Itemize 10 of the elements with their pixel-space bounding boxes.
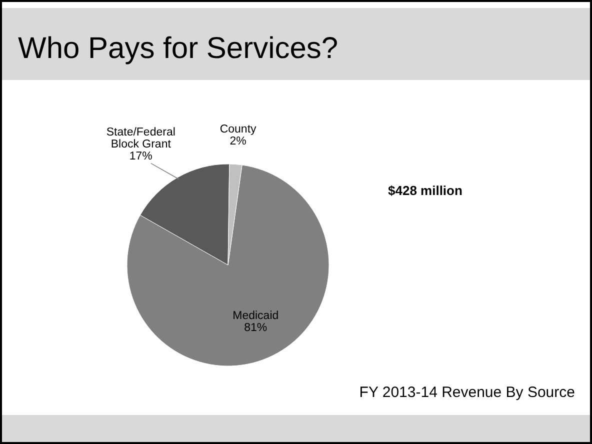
text: FY 2013-14 Revenue By Source (359, 384, 575, 401)
slice-label: County (220, 123, 257, 136)
pie-slice (126, 164, 330, 366)
data-label: 81% (244, 322, 268, 334)
slice-label: State/Federal Block Grant (106, 126, 176, 150)
data-label: 2% (230, 135, 246, 148)
text: $428 million (388, 183, 462, 198)
slice-label: Medicaid (232, 310, 279, 322)
data-label: 17% (129, 150, 152, 162)
chart-title: Who Pays for Services? (18, 32, 338, 65)
